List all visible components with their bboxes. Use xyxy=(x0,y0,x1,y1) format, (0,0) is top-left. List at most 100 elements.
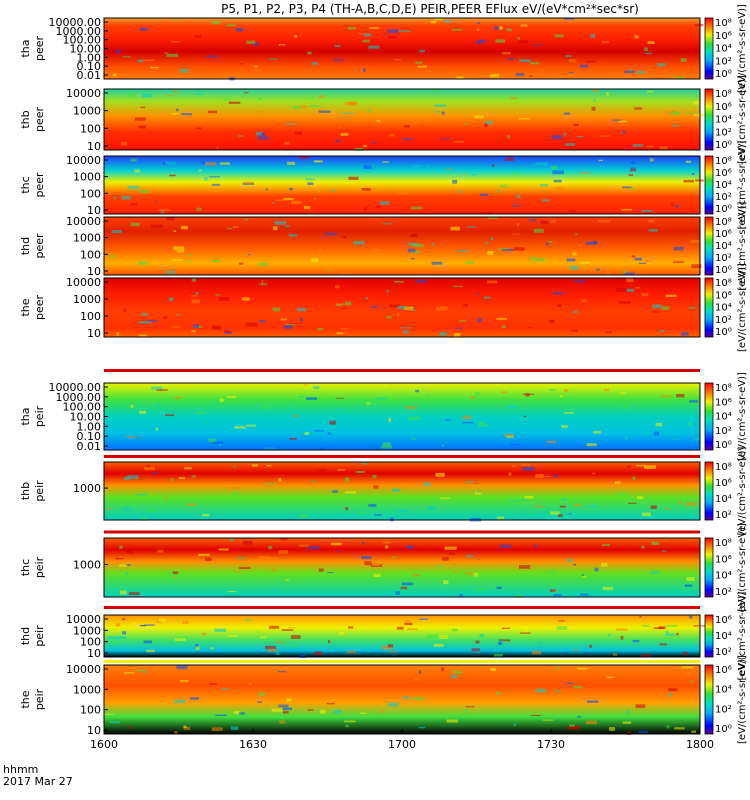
heatmap-cell xyxy=(165,161,177,165)
heatmap-cell xyxy=(191,475,196,478)
heatmap-cell xyxy=(283,710,289,714)
heatmap-cell xyxy=(670,203,674,207)
colorbar-label: [eV/(cm²-s-sr-eV)] xyxy=(737,523,748,612)
heatmap-cell xyxy=(457,250,469,252)
heatmap-cell xyxy=(433,111,441,113)
heatmap-cell xyxy=(441,111,445,115)
y-tick-label: 10000 xyxy=(66,154,101,167)
heatmap-cell xyxy=(496,586,502,590)
heatmap-cell xyxy=(683,651,688,656)
y-tick-label: 1000 xyxy=(73,293,101,306)
heatmap-cell xyxy=(580,64,589,68)
heatmap-cell xyxy=(237,557,245,559)
heatmap-cell xyxy=(293,644,297,648)
y-label-line1: tha xyxy=(19,407,32,425)
heatmap-cell xyxy=(386,289,389,293)
heatmap-cell xyxy=(693,625,706,627)
heatmap-cell xyxy=(402,138,412,141)
heatmap-cell xyxy=(635,465,646,467)
heatmap-cell xyxy=(289,187,293,191)
heatmap-cell xyxy=(139,321,151,324)
heatmap-cell xyxy=(433,643,444,647)
heatmap-cell xyxy=(173,90,178,93)
heatmap-cell xyxy=(230,726,239,730)
heatmap-cell xyxy=(194,93,203,95)
heatmap-cell xyxy=(176,665,188,670)
heatmap-cell xyxy=(465,572,474,575)
heatmap-cell xyxy=(553,179,562,183)
heatmap-cell xyxy=(501,51,511,55)
heatmap-cell xyxy=(367,109,371,113)
heatmap-cell xyxy=(134,169,141,173)
x-tick-label: 1730 xyxy=(537,738,565,751)
heatmap-cell xyxy=(550,166,558,170)
heatmap-cell xyxy=(334,45,341,47)
colorbar-tick-label: 10⁰ xyxy=(715,327,732,338)
colorbar-tick-label: 10⁰ xyxy=(715,265,732,276)
heatmap-cell xyxy=(527,326,533,328)
heatmap-cell xyxy=(551,135,562,140)
heatmap-cell xyxy=(623,120,627,123)
heatmap-cell xyxy=(221,697,225,699)
heatmap-cell xyxy=(471,174,478,176)
heatmap-cell xyxy=(176,250,185,253)
heatmap-cell xyxy=(601,562,608,567)
heatmap-cell xyxy=(198,553,210,556)
heatmap-cell xyxy=(451,28,463,31)
heatmap-cell xyxy=(459,594,464,597)
heatmap-cell xyxy=(150,66,159,69)
heatmap-cell xyxy=(222,398,231,402)
heatmap-cell xyxy=(242,297,250,301)
heatmap-cell xyxy=(631,255,636,258)
heatmap-cell xyxy=(403,125,410,128)
colorbar-units: [eV/(cm²-s-sr-eV)] xyxy=(737,591,748,680)
heatmap-cell xyxy=(564,409,574,411)
heatmap-cell xyxy=(661,550,667,552)
heatmap-cell xyxy=(510,97,518,99)
heatmap-cell xyxy=(304,431,310,435)
heatmap-cell xyxy=(209,683,218,685)
heatmap-cell xyxy=(363,33,372,37)
heatmap-cell xyxy=(678,500,682,505)
heatmap-thd-peer xyxy=(104,217,700,275)
colorbar-thd-peir xyxy=(704,614,714,658)
heatmap-cell xyxy=(671,438,680,440)
heatmap-cell xyxy=(138,261,148,265)
heatmap-cell xyxy=(235,28,244,32)
heatmap-cell xyxy=(243,564,247,568)
heatmap-cell xyxy=(477,491,482,493)
heatmap-cell xyxy=(519,118,531,120)
heatmap-cell xyxy=(227,396,237,399)
heatmap-cell xyxy=(328,640,331,644)
heatmap-cell xyxy=(615,288,627,292)
heatmap-cell xyxy=(509,500,520,502)
heatmap-cell xyxy=(181,636,189,638)
panels-group: 10000.001000.00100.0010.001.000.100.01th… xyxy=(19,4,748,744)
colorbar-tick-label: 10⁸ xyxy=(715,462,732,473)
y-label-line2: peir xyxy=(33,556,46,578)
heatmap-cell xyxy=(540,475,551,477)
heatmap-cell xyxy=(329,420,336,425)
heatmap-cell xyxy=(693,113,705,117)
heatmap-cell xyxy=(457,693,467,696)
heatmap-cell xyxy=(210,647,215,650)
heatmap-cell xyxy=(319,95,325,98)
heatmap-cell xyxy=(684,584,693,587)
heatmap-cell xyxy=(362,39,370,43)
heatmap-cell xyxy=(563,18,575,20)
heatmap-cell xyxy=(209,176,220,178)
heatmap-cell xyxy=(687,422,692,426)
heatmap-cell xyxy=(121,141,127,146)
heatmap-cell xyxy=(531,650,542,655)
heatmap-cell xyxy=(561,498,568,501)
heatmap-cell xyxy=(384,383,388,387)
heatmap-cell xyxy=(391,556,397,558)
heatmap-cell xyxy=(157,403,161,407)
heatmap-cell xyxy=(424,482,431,487)
heatmap-cell xyxy=(387,29,399,33)
colorbar-tick-label: 10² xyxy=(715,315,732,326)
heatmap-cell xyxy=(446,719,458,723)
y-tick-label: 1000 xyxy=(73,105,101,118)
heatmap-cell xyxy=(115,558,124,560)
